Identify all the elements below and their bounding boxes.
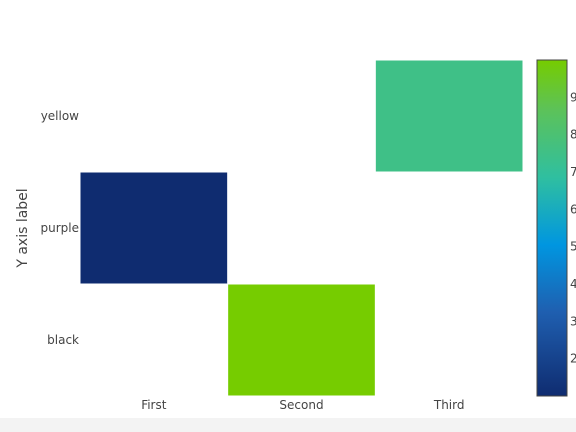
colorbar-tick-label: 3 <box>570 314 576 328</box>
colorbar <box>536 59 568 397</box>
colorbar-tick-label: 8 <box>570 128 576 142</box>
colorbar-tick-label: 6 <box>570 202 576 216</box>
colorbar-tick-label: 5 <box>570 240 576 254</box>
x-tick-label: Third <box>433 398 465 412</box>
colorbar-tick-label: 9 <box>570 90 576 104</box>
colorbar-ticks: 2 3 4 5 6 7 8 9 <box>570 90 576 365</box>
y-tick-label: yellow <box>41 109 79 123</box>
colorbar-tick-label: 7 <box>570 165 576 179</box>
y-axis-label: Y axis label <box>15 188 31 268</box>
x-axis-ticks: First Second Third <box>141 398 464 412</box>
heatmap-cell-third-yellow <box>375 60 523 172</box>
heatmap-chart: First Second Third black purple yellow Y axi… <box>15 59 576 412</box>
x-tick-label: Second <box>279 398 323 412</box>
y-tick-label: black <box>47 333 79 347</box>
x-tick-label: First <box>141 398 167 412</box>
bottom-band <box>0 418 576 432</box>
heatmap-cells <box>80 60 523 396</box>
y-axis-ticks: black purple yellow <box>41 109 80 347</box>
colorbar-tick-label: 2 <box>570 352 576 366</box>
heatmap-cell-second-black <box>228 284 375 396</box>
y-tick-label: purple <box>41 221 80 235</box>
colorbar-tick-label: 4 <box>570 277 576 291</box>
heatmap-cell-first-purple <box>80 172 228 284</box>
